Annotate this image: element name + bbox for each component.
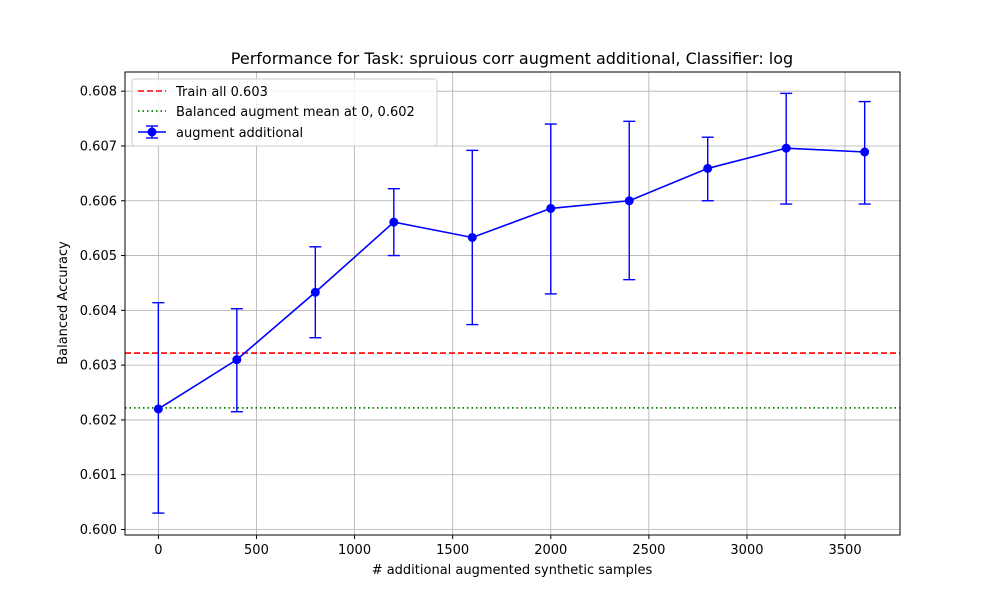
x-tick-label: 1500 (436, 543, 469, 558)
y-tick-label: 0.606 (80, 194, 117, 209)
data-series (152, 92, 871, 514)
data-point (781, 143, 791, 153)
legend-swatch-augment-marker (147, 127, 157, 137)
grid (125, 72, 900, 535)
data-point (310, 287, 320, 297)
chart-title: Performance for Task: spruious corr augm… (231, 49, 793, 68)
y-tick-label: 0.604 (80, 304, 117, 319)
y-tick-label: 0.601 (80, 468, 117, 483)
x-axis-label: # additional augmented synthetic samples (372, 563, 653, 578)
data-point (467, 232, 477, 242)
x-tick-label: 2500 (632, 543, 665, 558)
axis-ticks: 0 500 1000 1500 2000 2500 3000 3500 0.600 0.601 0.… (80, 85, 862, 558)
y-tick-label: 0.607 (80, 139, 117, 154)
reference-lines (125, 352, 900, 409)
x-tick-label: 0 (154, 543, 162, 558)
data-point (703, 163, 713, 173)
data-point (153, 404, 163, 414)
x-tick-label: 1000 (338, 543, 371, 558)
y-tick-label: 0.608 (80, 85, 117, 100)
legend-label-augment-additional: augment additional (176, 126, 303, 141)
plot-area-frame (124, 71, 901, 536)
data-point (860, 147, 870, 157)
legend-label-train-all: Train all 0.603 (175, 85, 268, 100)
y-tick-label: 0.602 (80, 413, 117, 428)
data-point (389, 217, 399, 227)
x-tick-label: 3000 (730, 543, 763, 558)
series-line-augment-additional (157, 147, 865, 410)
y-tick-label: 0.600 (80, 523, 117, 538)
x-tick-label: 500 (244, 543, 269, 558)
y-tick-label: 0.605 (80, 249, 117, 264)
data-point (546, 203, 556, 213)
y-tick-label: 0.603 (80, 359, 117, 374)
x-tick-label: 3500 (829, 543, 862, 558)
legend-box (131, 78, 438, 147)
data-point (624, 196, 634, 206)
y-axis-label: Balanced Accuracy (56, 241, 71, 365)
legend: Train all 0.603 Balanced augment mean at… (131, 78, 438, 147)
x-tick-label: 2000 (534, 543, 567, 558)
data-point (232, 355, 242, 365)
legend-label-balanced-augment: Balanced augment mean at 0, 0.602 (176, 105, 415, 120)
